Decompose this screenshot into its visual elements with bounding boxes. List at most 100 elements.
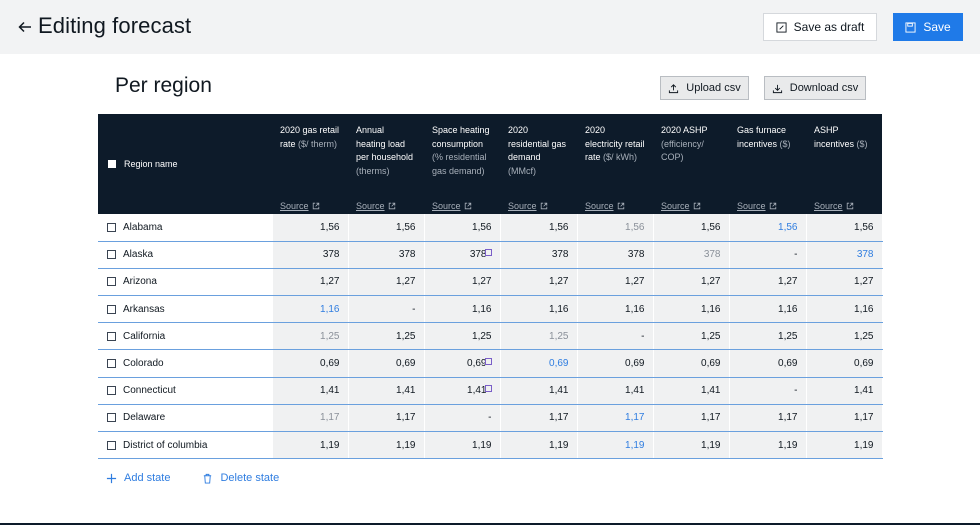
value-cell[interactable]: - <box>729 241 807 269</box>
value-cell[interactable]: 1,41 <box>272 377 349 405</box>
value-cell[interactable]: 1,41 <box>500 377 578 405</box>
source-link[interactable]: Source <box>814 201 854 211</box>
value-cell[interactable]: 1,41 <box>348 377 425 405</box>
add-state-button[interactable]: Add state <box>106 472 170 484</box>
value-cell[interactable]: 1,25 <box>348 322 425 351</box>
value-cell[interactable]: 1,27 <box>729 268 807 297</box>
cell-value: 1,41 <box>854 385 874 397</box>
value-cell[interactable]: 1,27 <box>348 268 425 297</box>
value-cell[interactable]: - <box>577 322 654 351</box>
value-cell[interactable]: 378 <box>500 241 578 269</box>
value-cell[interactable]: 1,56 <box>348 214 425 242</box>
value-cell[interactable]: 1,41 <box>424 377 501 405</box>
upload-csv-button[interactable]: Upload csv <box>660 76 749 100</box>
value-cell[interactable]: 1,19 <box>577 431 654 460</box>
value-cell[interactable]: - <box>348 295 425 324</box>
value-cell[interactable]: 378 <box>653 241 730 269</box>
value-cell[interactable]: 0,69 <box>729 349 807 378</box>
source-link[interactable]: Source <box>737 201 777 211</box>
cell-value: 1,25 <box>320 330 340 342</box>
value-cell[interactable]: 1,56 <box>500 214 578 242</box>
value-cell[interactable]: 1,25 <box>729 322 807 351</box>
value-cell[interactable]: 0,69 <box>577 349 654 378</box>
source-link[interactable]: Source <box>356 201 396 211</box>
value-cell[interactable]: 1,41 <box>577 377 654 405</box>
value-cell[interactable]: 1,17 <box>348 404 425 433</box>
value-cell[interactable]: 1,17 <box>653 404 730 433</box>
source-link[interactable]: Source <box>508 201 548 211</box>
value-cell[interactable]: 1,19 <box>348 431 425 460</box>
value-cell[interactable]: 1,56 <box>653 214 730 242</box>
value-cell[interactable]: 1,17 <box>577 404 654 433</box>
value-cell[interactable]: 0,69 <box>424 349 501 378</box>
value-cell[interactable]: 1,25 <box>500 322 578 351</box>
value-cell[interactable]: 1,19 <box>653 431 730 460</box>
value-cell[interactable]: 1,27 <box>424 268 501 297</box>
row-checkbox[interactable] <box>107 331 116 341</box>
value-cell[interactable]: 1,25 <box>653 322 730 351</box>
value-cell[interactable]: 1,56 <box>577 214 654 242</box>
select-all-checkbox[interactable] <box>108 160 116 168</box>
value-cell[interactable]: 0,69 <box>272 349 349 378</box>
value-cell[interactable]: 1,41 <box>653 377 730 405</box>
row-checkbox[interactable] <box>107 386 116 396</box>
value-cell[interactable]: - <box>424 404 501 433</box>
value-cell[interactable]: 1,19 <box>424 431 501 460</box>
value-cell[interactable]: 1,16 <box>577 295 654 324</box>
value-cell[interactable]: 1,17 <box>500 404 578 433</box>
value-cell[interactable]: 1,17 <box>729 404 807 433</box>
value-cell[interactable]: 0,69 <box>500 349 578 378</box>
region-cell: Alaska <box>98 241 273 269</box>
source-link[interactable]: Source <box>661 201 701 211</box>
value-cell[interactable]: 1,27 <box>577 268 654 297</box>
value-cell[interactable]: 1,56 <box>424 214 501 242</box>
row-checkbox[interactable] <box>107 222 116 232</box>
download-csv-button[interactable]: Download csv <box>764 76 866 100</box>
value-cell[interactable]: 1,16 <box>424 295 501 324</box>
row-checkbox[interactable] <box>107 413 116 423</box>
value-cell[interactable]: 1,27 <box>272 268 349 297</box>
value-cell[interactable]: 378 <box>577 241 654 269</box>
value-cell[interactable]: 1,25 <box>424 322 501 351</box>
value-cell[interactable]: 1,27 <box>806 268 883 297</box>
value-cell[interactable]: 1,19 <box>729 431 807 460</box>
source-link[interactable]: Source <box>585 201 625 211</box>
row-checkbox[interactable] <box>107 440 116 450</box>
value-cell[interactable]: 1,27 <box>653 268 730 297</box>
row-checkbox[interactable] <box>107 277 116 287</box>
delete-state-button[interactable]: Delete state <box>202 472 279 484</box>
value-cell[interactable]: 1,16 <box>272 295 349 324</box>
save-button[interactable]: Save <box>893 13 963 41</box>
value-cell[interactable]: 1,19 <box>806 431 883 460</box>
row-checkbox[interactable] <box>107 304 116 314</box>
value-cell[interactable]: 0,69 <box>806 349 883 378</box>
value-cell[interactable]: 1,27 <box>500 268 578 297</box>
value-cell[interactable]: 1,16 <box>806 295 883 324</box>
value-cell[interactable]: 378 <box>806 241 883 269</box>
value-cell[interactable]: - <box>729 377 807 405</box>
value-cell[interactable]: 0,69 <box>653 349 730 378</box>
value-cell[interactable]: 0,69 <box>348 349 425 378</box>
value-cell[interactable]: 1,16 <box>500 295 578 324</box>
arrow-left-icon[interactable] <box>17 19 33 35</box>
value-cell[interactable]: 1,19 <box>500 431 578 460</box>
value-cell[interactable]: 1,25 <box>806 322 883 351</box>
value-cell[interactable]: 1,19 <box>272 431 349 460</box>
value-cell[interactable]: 1,16 <box>653 295 730 324</box>
save-as-draft-button[interactable]: Save as draft <box>763 13 877 41</box>
value-cell[interactable]: 1,56 <box>729 214 807 242</box>
value-cell[interactable]: 1,17 <box>806 404 883 433</box>
row-checkbox[interactable] <box>107 359 116 369</box>
value-cell[interactable]: 1,56 <box>806 214 883 242</box>
value-cell[interactable]: 1,17 <box>272 404 349 433</box>
value-cell[interactable]: 378 <box>348 241 425 269</box>
source-link[interactable]: Source <box>432 201 472 211</box>
value-cell[interactable]: 378 <box>424 241 501 269</box>
value-cell[interactable]: 1,25 <box>272 322 349 351</box>
value-cell[interactable]: 1,56 <box>272 214 349 242</box>
row-checkbox[interactable] <box>107 250 116 260</box>
value-cell[interactable]: 1,41 <box>806 377 883 405</box>
value-cell[interactable]: 378 <box>272 241 349 269</box>
source-link[interactable]: Source <box>280 201 320 211</box>
value-cell[interactable]: 1,16 <box>729 295 807 324</box>
